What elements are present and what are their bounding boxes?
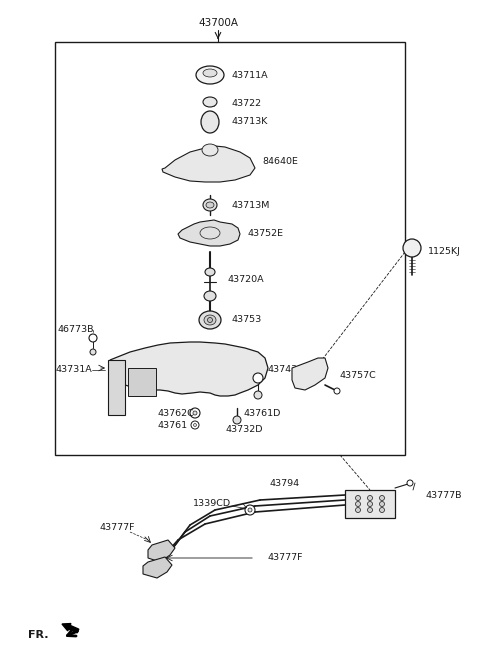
Text: 43761: 43761 bbox=[158, 422, 188, 430]
Circle shape bbox=[368, 501, 372, 507]
Bar bbox=[345, 490, 395, 518]
Ellipse shape bbox=[196, 66, 224, 84]
Circle shape bbox=[253, 373, 263, 383]
Text: 46773B: 46773B bbox=[58, 325, 95, 334]
Text: FR.: FR. bbox=[28, 630, 48, 640]
Circle shape bbox=[334, 388, 340, 394]
FancyArrow shape bbox=[62, 623, 79, 633]
Polygon shape bbox=[292, 358, 328, 390]
Circle shape bbox=[356, 501, 360, 507]
Ellipse shape bbox=[202, 144, 218, 156]
Ellipse shape bbox=[204, 291, 216, 301]
Text: 43777F: 43777F bbox=[100, 524, 135, 533]
Circle shape bbox=[380, 495, 384, 501]
Text: 43762C: 43762C bbox=[158, 409, 195, 417]
Circle shape bbox=[248, 508, 252, 512]
Polygon shape bbox=[110, 342, 268, 396]
Polygon shape bbox=[178, 220, 240, 246]
Bar bbox=[55, 42, 405, 455]
Circle shape bbox=[245, 505, 255, 515]
Polygon shape bbox=[143, 557, 172, 578]
Text: 43722: 43722 bbox=[232, 99, 262, 108]
Ellipse shape bbox=[206, 202, 214, 208]
Polygon shape bbox=[162, 146, 255, 182]
Ellipse shape bbox=[203, 199, 217, 211]
Circle shape bbox=[89, 334, 97, 342]
Text: 43753: 43753 bbox=[232, 315, 262, 325]
Text: 84640E: 84640E bbox=[262, 158, 298, 166]
Ellipse shape bbox=[199, 311, 221, 329]
Text: 43720A: 43720A bbox=[228, 275, 264, 284]
Bar bbox=[128, 368, 156, 396]
Ellipse shape bbox=[205, 268, 215, 276]
Circle shape bbox=[191, 421, 199, 429]
Text: 43757C: 43757C bbox=[340, 371, 377, 380]
Circle shape bbox=[90, 349, 96, 355]
Circle shape bbox=[368, 495, 372, 501]
Circle shape bbox=[356, 495, 360, 501]
Circle shape bbox=[193, 424, 196, 426]
Text: 43743D: 43743D bbox=[268, 365, 305, 374]
Circle shape bbox=[380, 507, 384, 512]
Ellipse shape bbox=[201, 111, 219, 133]
Text: 43777F: 43777F bbox=[268, 553, 303, 562]
Polygon shape bbox=[108, 360, 125, 415]
Text: 1339CD: 1339CD bbox=[193, 499, 231, 507]
Circle shape bbox=[380, 501, 384, 507]
Text: 43794: 43794 bbox=[270, 478, 300, 487]
Text: 43711A: 43711A bbox=[232, 70, 269, 79]
Text: 43761D: 43761D bbox=[244, 409, 281, 417]
Ellipse shape bbox=[203, 69, 217, 77]
Ellipse shape bbox=[207, 317, 213, 323]
Text: 43777B: 43777B bbox=[425, 491, 461, 499]
Ellipse shape bbox=[203, 97, 217, 107]
Text: 43713K: 43713K bbox=[232, 118, 268, 127]
Circle shape bbox=[356, 507, 360, 512]
Ellipse shape bbox=[204, 315, 216, 325]
Circle shape bbox=[233, 416, 241, 424]
Text: 43732D: 43732D bbox=[225, 426, 263, 434]
Text: 43713M: 43713M bbox=[232, 200, 270, 210]
Circle shape bbox=[403, 239, 421, 257]
Circle shape bbox=[407, 480, 413, 486]
Circle shape bbox=[368, 507, 372, 512]
Circle shape bbox=[190, 408, 200, 418]
Circle shape bbox=[254, 391, 262, 399]
Text: 43731A: 43731A bbox=[55, 365, 92, 374]
Text: 43752E: 43752E bbox=[248, 229, 284, 237]
Polygon shape bbox=[148, 540, 175, 562]
Circle shape bbox=[193, 411, 197, 415]
Text: 1125KJ: 1125KJ bbox=[428, 248, 461, 256]
Text: 43700A: 43700A bbox=[198, 18, 238, 28]
